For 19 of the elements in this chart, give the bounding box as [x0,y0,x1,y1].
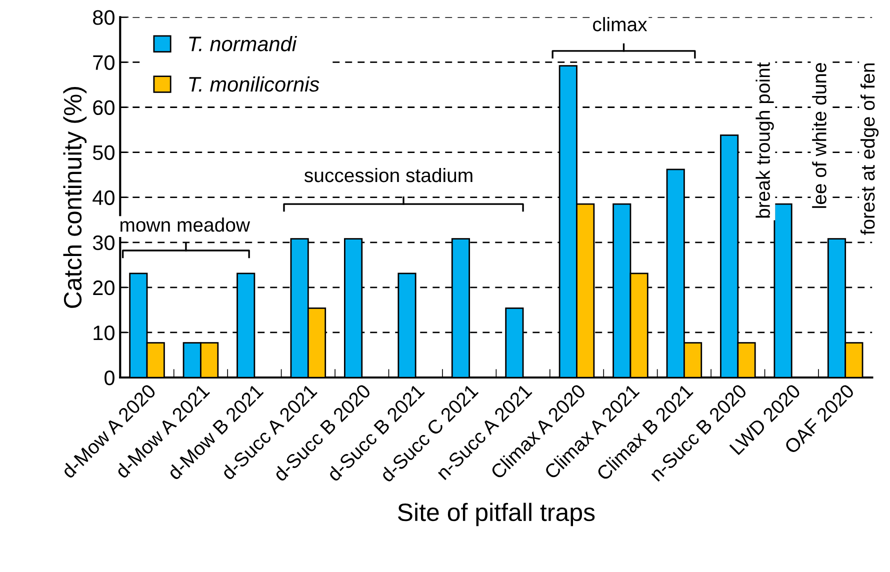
legend-label: T. normandi [189,36,297,52]
y-tick-label: 0 [104,370,114,386]
annotation: mown meadow [120,218,250,232]
y-axis-title: Catch continuity (%) [63,87,87,308]
y-tick-label: 80 [93,10,114,25]
annotation: break trough point [756,62,774,218]
x-axis-title: Site of pitfall traps [398,502,595,526]
y-tick-label: 60 [93,100,114,116]
y-tick-label: 10 [94,325,114,340]
y-tick-label: 40 [92,190,114,206]
annotation: forest at edge of fen [860,63,879,235]
y-tick-label: 20 [93,280,114,296]
y-tick-label: 50 [92,145,114,160]
legend-label: T. monilicornis [189,76,320,92]
y-tick-label: 30 [92,235,114,250]
y-tick-label: 70 [93,55,114,70]
annotation: climax [593,17,648,32]
annotation: lee of white dune [812,63,826,208]
annotation: succession stadium [304,168,472,182]
